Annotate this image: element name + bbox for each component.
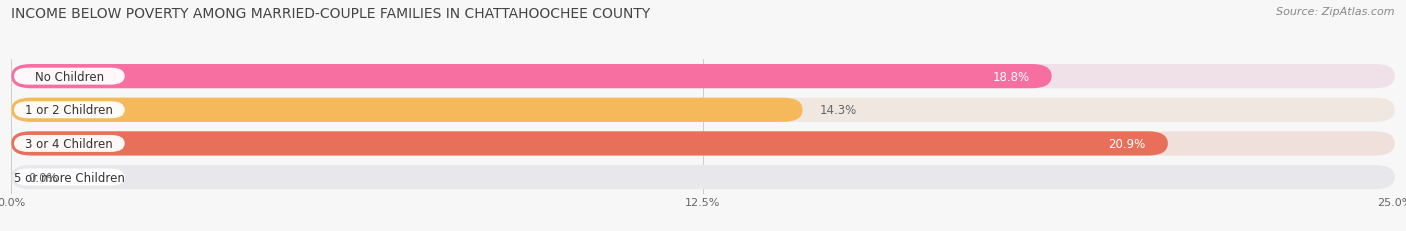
Text: 0.0%: 0.0% [28,171,58,184]
Text: 20.9%: 20.9% [1108,137,1146,150]
Text: Source: ZipAtlas.com: Source: ZipAtlas.com [1277,7,1395,17]
Text: 14.3%: 14.3% [820,104,856,117]
Text: 3 or 4 Children: 3 or 4 Children [25,137,114,150]
Text: 18.8%: 18.8% [993,70,1029,83]
Text: 5 or more Children: 5 or more Children [14,171,125,184]
FancyBboxPatch shape [14,68,125,85]
FancyBboxPatch shape [11,98,803,122]
FancyBboxPatch shape [11,65,1052,89]
Text: 1 or 2 Children: 1 or 2 Children [25,104,114,117]
FancyBboxPatch shape [14,135,125,152]
FancyBboxPatch shape [11,98,1395,122]
FancyBboxPatch shape [11,132,1395,156]
Text: INCOME BELOW POVERTY AMONG MARRIED-COUPLE FAMILIES IN CHATTAHOOCHEE COUNTY: INCOME BELOW POVERTY AMONG MARRIED-COUPL… [11,7,651,21]
FancyBboxPatch shape [11,165,1395,189]
FancyBboxPatch shape [14,102,125,119]
FancyBboxPatch shape [11,65,1395,89]
Text: No Children: No Children [35,70,104,83]
FancyBboxPatch shape [11,132,1168,156]
FancyBboxPatch shape [14,169,125,186]
